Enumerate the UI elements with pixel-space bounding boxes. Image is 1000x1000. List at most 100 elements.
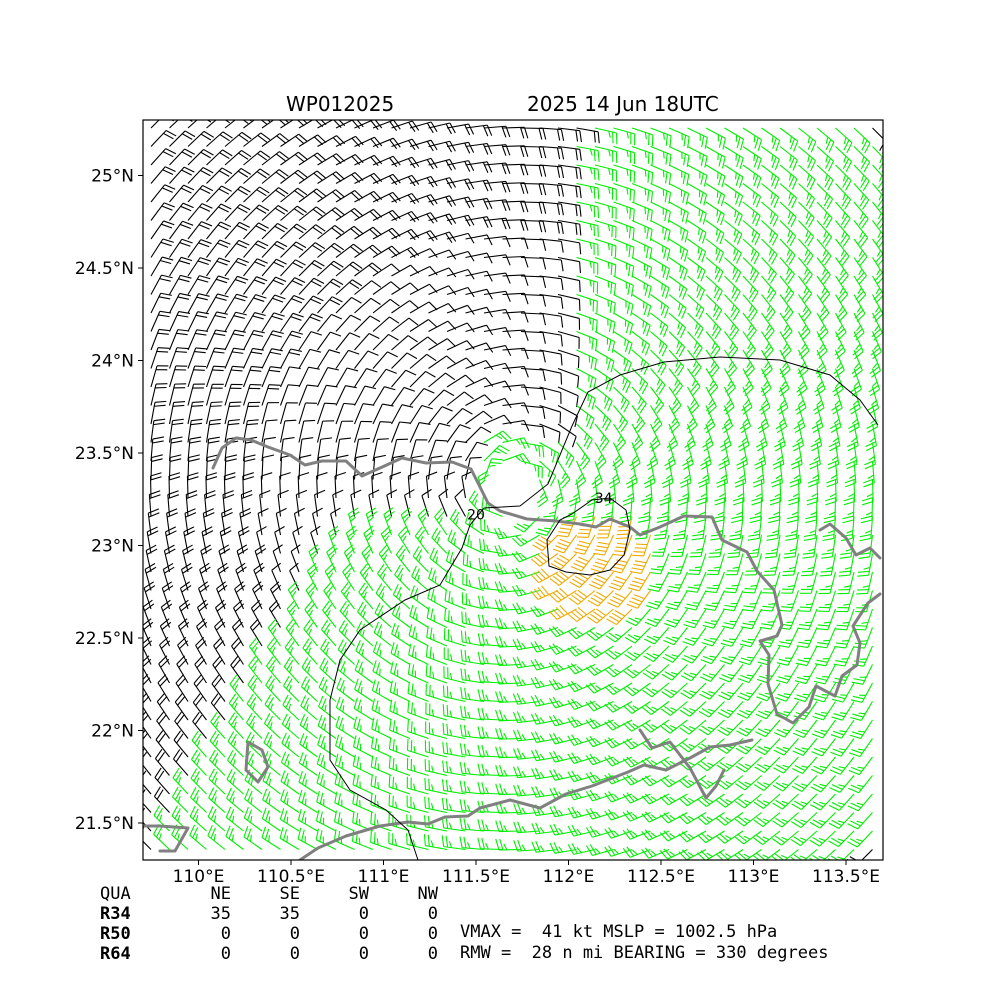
wind-barb <box>557 238 582 255</box>
wind-barb <box>779 183 798 209</box>
wind-barb <box>237 526 250 554</box>
wind-barb <box>192 711 207 739</box>
wind-barb <box>718 664 744 683</box>
wind-barb <box>539 201 564 216</box>
wind-barb <box>180 562 193 591</box>
wind-barb <box>604 664 633 678</box>
wind-barb <box>261 276 287 295</box>
wind-barb <box>353 403 375 425</box>
wind-barb <box>754 756 781 774</box>
wind-barb <box>724 331 739 359</box>
wind-barb <box>372 155 401 168</box>
wind-barb <box>143 692 152 721</box>
wind-barb <box>446 407 473 425</box>
wind-barb <box>687 201 707 225</box>
wind-barb <box>465 234 493 246</box>
wind-barb <box>774 719 799 738</box>
wind-barb <box>156 711 170 739</box>
wind-barb <box>428 140 456 153</box>
wind-barb <box>303 619 318 647</box>
wind-barb <box>668 238 689 262</box>
wind-barb <box>335 225 364 240</box>
wind-barb <box>189 824 207 850</box>
wind-barb <box>705 164 726 188</box>
wind-barb <box>280 751 300 776</box>
wind-barb <box>779 294 794 322</box>
wind-barb <box>739 405 752 434</box>
radius-value: 0 <box>427 904 438 924</box>
wind-barb <box>520 312 547 326</box>
wind-barb <box>809 812 836 829</box>
wind-barb <box>224 383 243 406</box>
wind-barb <box>298 771 318 795</box>
wind-barb <box>148 490 161 517</box>
wind-barb <box>715 849 744 860</box>
wind-barb <box>372 641 392 665</box>
wind-barb <box>853 201 869 229</box>
wind-barb <box>168 365 188 388</box>
wind-barb <box>811 719 836 739</box>
wind-barb <box>606 608 633 626</box>
wind-barb <box>227 731 244 758</box>
wind-barb <box>243 312 266 332</box>
wind-barb <box>477 782 503 795</box>
wind-barb <box>224 203 251 221</box>
wind-barb <box>298 188 326 203</box>
wind-barb <box>298 259 325 277</box>
wind-barb <box>849 738 873 758</box>
wind-barb <box>661 664 688 681</box>
wind-barb <box>359 563 374 591</box>
valid-time-title: 2025 14 Jun 18UTC <box>527 92 719 116</box>
wind-barb <box>871 312 883 341</box>
wind-barb <box>650 220 671 242</box>
wind-barb <box>511 567 540 580</box>
wind-barb <box>335 314 362 332</box>
radii-row-r50: R50 0 0 0 0 <box>100 924 438 944</box>
wind-barb <box>187 293 210 314</box>
wind-barb <box>169 220 194 240</box>
wind-barb <box>532 534 559 552</box>
wind-barb <box>739 627 762 648</box>
wind-barb <box>585 664 614 676</box>
wind-barb <box>205 365 225 388</box>
wind-barb <box>719 645 744 665</box>
wind-barb <box>247 674 263 702</box>
wind-barb <box>407 662 429 684</box>
coastline-west <box>143 824 190 853</box>
wind-barb <box>409 230 438 242</box>
wind-barb <box>678 830 707 843</box>
wind-barb <box>520 201 547 214</box>
wind-barb <box>705 312 722 340</box>
wind-barb <box>187 311 209 332</box>
wind-barb <box>779 331 792 359</box>
wind-barb <box>257 507 269 536</box>
wind-barb <box>335 120 364 130</box>
wind-barb <box>520 441 545 458</box>
wind-barb <box>779 201 797 228</box>
wind-barb <box>395 545 411 573</box>
wind-barb <box>192 693 207 721</box>
wind-barb <box>298 134 327 147</box>
wind-barb <box>817 590 837 613</box>
wind-barb <box>714 479 727 506</box>
wind-barb <box>261 419 278 443</box>
wind-barb <box>786 497 800 524</box>
wind-barb <box>243 825 263 850</box>
wind-barb <box>549 750 577 763</box>
wind-barb <box>261 436 276 462</box>
wind-barb <box>428 267 457 278</box>
wind-barb <box>774 423 786 452</box>
wind-barb <box>244 788 263 813</box>
wind-barb <box>557 145 582 161</box>
wind-barb <box>409 439 428 462</box>
wind-barb <box>755 701 781 720</box>
wind-barb <box>494 617 522 630</box>
wind-barb <box>248 637 263 665</box>
lon-tick-label: 110.5°E <box>257 867 325 887</box>
wind-barb <box>557 312 581 330</box>
wind-barb <box>653 516 670 540</box>
wind-barb <box>205 436 220 462</box>
wind-barb <box>183 526 196 554</box>
wind-barb <box>557 164 582 180</box>
wind-barb <box>261 240 288 258</box>
